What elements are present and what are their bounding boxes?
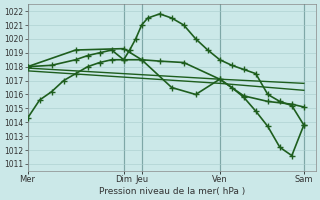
- X-axis label: Pression niveau de la mer( hPa ): Pression niveau de la mer( hPa ): [99, 187, 245, 196]
